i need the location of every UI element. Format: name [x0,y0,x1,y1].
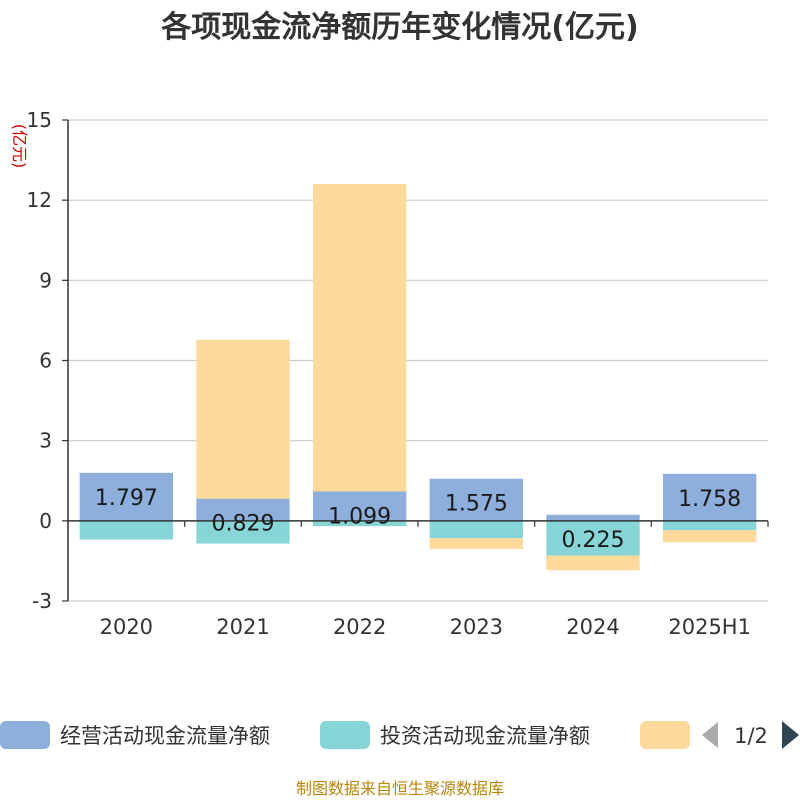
x-tick-label: 2022 [333,615,386,639]
bar-series2-2025H1 [663,520,757,531]
y-tick-label: 12 [27,188,52,212]
legend-swatch-3[interactable] [640,721,690,749]
legend-label-1[interactable]: 经营活动现金流量净额 [60,724,270,748]
bar-series2-2023 [429,520,523,539]
data-label: 1.797 [95,486,158,511]
legend: 经营活动现金流量净额 投资活动现金流量净额 1/2 [0,721,799,749]
bars-group [79,184,757,571]
legend-page-indicator: 1/2 [734,724,768,748]
chart-title: 各项现金流净额历年变化情况(亿元) [160,10,638,45]
data-label: 0.225 [562,528,625,553]
bar-series1-2025H1 [663,473,757,521]
bar-series1-2022 [313,491,407,521]
x-tick-label: 2024 [566,615,619,639]
bar-series1-2021 [196,498,290,521]
bar-series3-2024 [546,555,640,571]
grid-lines [68,119,768,602]
bar-series1-2023 [429,478,523,521]
y-axis-unit: (亿元) [10,124,29,169]
bar-series2-2020 [79,520,173,540]
data-label: 1.575 [445,492,508,517]
legend-next-icon[interactable] [782,721,799,749]
source-footer: 制图数据来自恒生聚源数据库 [296,779,504,798]
y-tick-label: 9 [39,268,52,292]
x-tick-label: 2023 [450,615,503,639]
bar-series2-2022 [313,520,407,527]
bar-series3-2025H1 [663,530,757,543]
bar-series3-2021 [196,339,290,499]
data-label: 1.758 [678,487,741,512]
x-tick-label: 2021 [216,615,269,639]
y-tick-label: 3 [39,429,52,453]
data-label: 0.829 [212,512,275,537]
data-labels: 1.797 0.829 1.099 1.575 0.225 1.758 [95,486,741,553]
y-tick-label: 15 [27,108,52,132]
bar-series1-2024 [546,514,640,521]
bar-series1-2020 [79,472,173,521]
bar-series2-2021 [196,520,290,544]
x-tick-label: 2020 [100,615,153,639]
bar-series3-2022 [313,184,407,492]
bar-series3-2023 [429,538,523,549]
legend-swatch-2[interactable] [320,721,370,749]
data-label: 1.099 [328,504,391,529]
bar-series2-2024 [546,520,640,556]
y-tick-label: -3 [32,589,52,613]
axes-group: -3 0 3 6 9 12 15 2020 2021 2022 2023 2024 2025H1 [27,108,769,639]
legend-swatch-1[interactable] [0,721,50,749]
legend-label-2[interactable]: 投资活动现金流量净额 [380,724,590,748]
legend-prev-icon[interactable] [702,722,718,748]
y-tick-label: 6 [39,349,52,373]
y-tick-label: 0 [39,509,52,533]
x-tick-label: 2025H1 [668,615,751,639]
